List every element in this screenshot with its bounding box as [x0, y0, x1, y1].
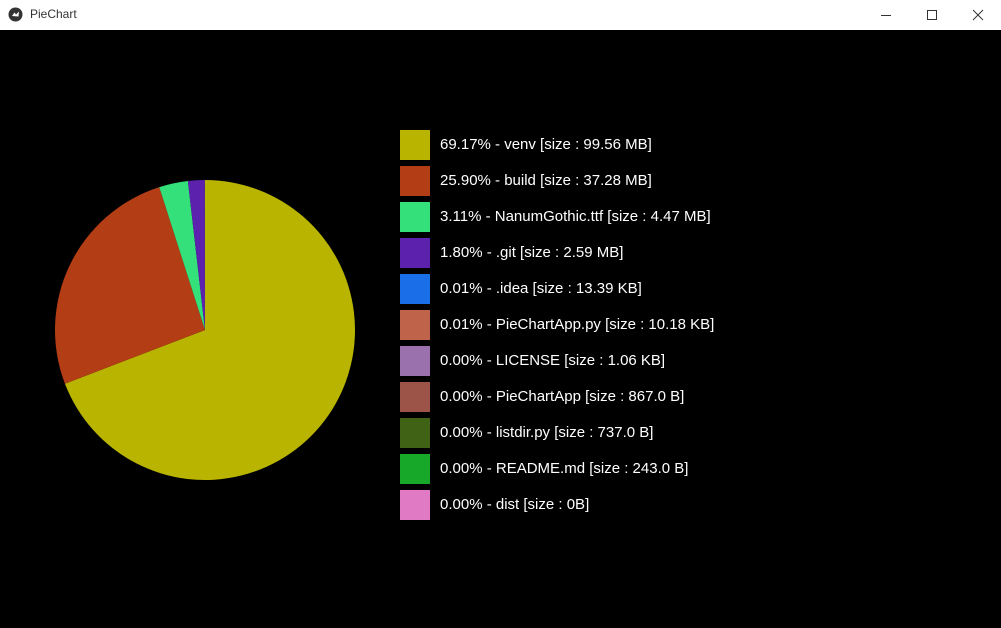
pie-slice-1	[55, 187, 206, 384]
legend-label: 0.00% - dist [size : 0B]	[440, 496, 590, 513]
legend-swatch	[400, 418, 430, 448]
chart-area: 69.17% - venv [size : 99.56 MB] 25.90% - …	[0, 30, 1001, 628]
legend-label: 69.17% - venv [size : 99.56 MB]	[440, 136, 652, 153]
legend-swatch	[400, 166, 430, 196]
maximize-button[interactable]	[909, 0, 955, 30]
pie-chart	[55, 180, 355, 480]
legend-label: 0.00% - LICENSE [size : 1.06 KB]	[440, 352, 666, 369]
legend-swatch	[400, 202, 430, 232]
legend-swatch	[400, 238, 430, 268]
legend-swatch	[400, 382, 430, 412]
legend-label: 1.80% - .git [size : 2.59 MB]	[440, 244, 624, 261]
minimize-icon	[881, 15, 891, 16]
legend-swatch	[400, 274, 430, 304]
legend-label: 0.01% - .idea [size : 13.39 KB]	[440, 280, 642, 297]
legend-swatch	[400, 490, 430, 520]
window-title: PieChart	[30, 7, 77, 21]
close-button[interactable]	[955, 0, 1001, 30]
legend-swatch	[400, 346, 430, 376]
legend-label: 0.00% - listdir.py [size : 737.0 B]	[440, 424, 654, 441]
legend-swatch	[400, 454, 430, 484]
maximize-icon	[927, 10, 937, 20]
legend-label: 0.00% - PieChartApp [size : 867.0 B]	[440, 388, 685, 405]
title-bar: PieChart	[0, 0, 1001, 30]
legend-label: 0.01% - PieChartApp.py [size : 10.18 KB]	[440, 316, 715, 333]
pie-slice-2	[159, 180, 205, 330]
pie-slice-3	[187, 180, 205, 330]
legend-label: 0.00% - README.md [size : 243.0 B]	[440, 460, 689, 477]
legend-label: 25.90% - build [size : 37.28 MB]	[440, 172, 652, 189]
legend-swatch	[400, 310, 430, 340]
minimize-button[interactable]	[863, 0, 909, 30]
pie-slice-0	[64, 180, 355, 480]
legend-swatch	[400, 130, 430, 160]
close-icon	[972, 9, 984, 21]
legend-label: 3.11% - NanumGothic.ttf [size : 4.47 MB]	[440, 208, 711, 225]
app-icon	[8, 7, 23, 22]
